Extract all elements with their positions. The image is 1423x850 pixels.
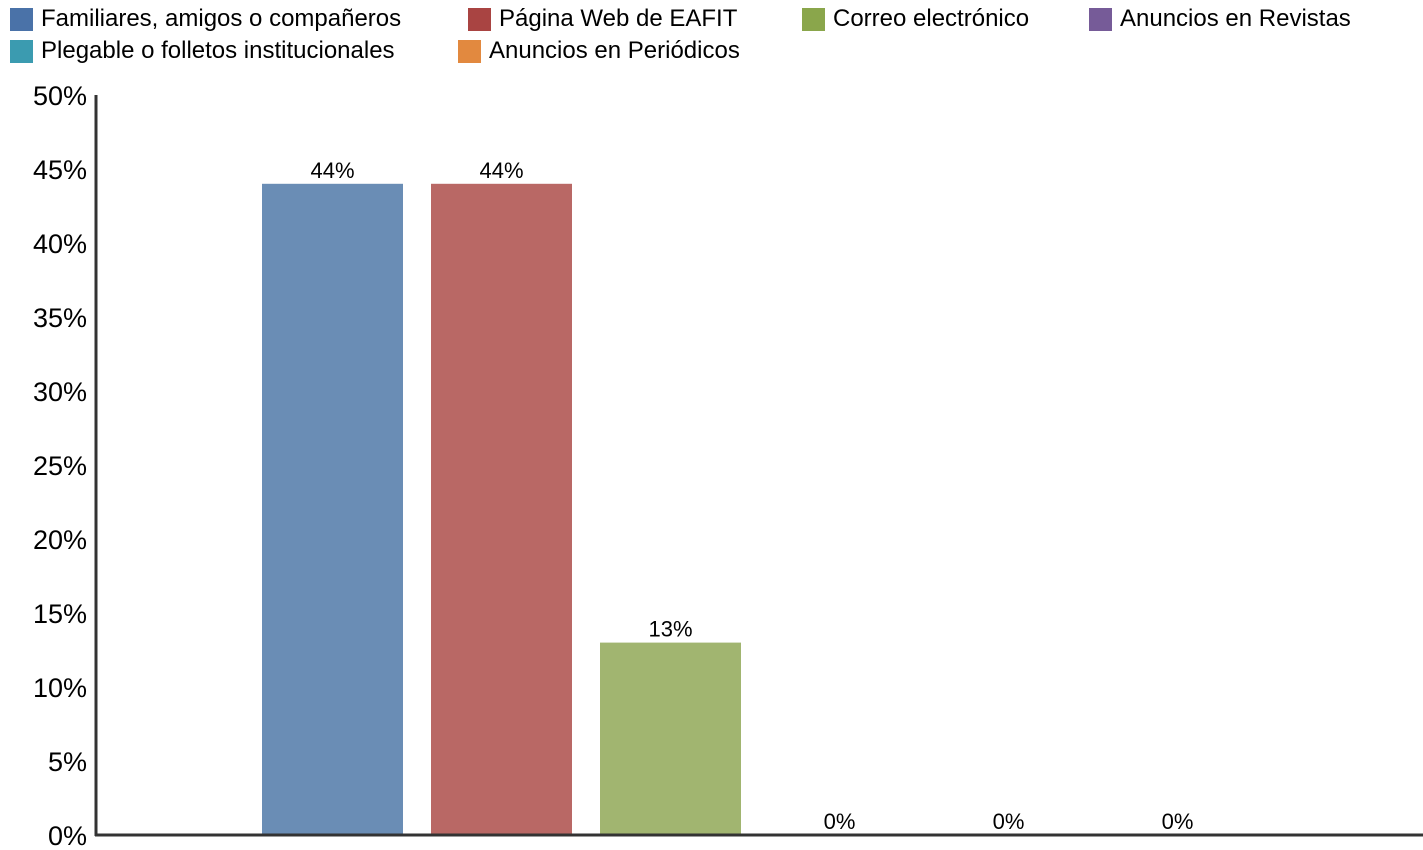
bar-value-label: 44% <box>479 158 523 183</box>
legend-swatch <box>458 39 481 63</box>
data-labels: 44% 44% 13% 0% 0% 0% <box>310 158 1193 834</box>
bar-value-label: 13% <box>648 617 692 642</box>
y-tick-label: 50% <box>33 81 87 111</box>
legend-swatch <box>10 7 33 31</box>
bar-value-label: 0% <box>1162 809 1194 834</box>
y-tick-label: 5% <box>48 747 87 777</box>
y-tick-label: 10% <box>33 673 87 703</box>
legend-item-familiares: Familiares, amigos o compañeros <box>10 6 401 32</box>
y-tick-label: 15% <box>33 599 87 629</box>
legend-label: Anuncios en Periódicos <box>489 37 740 64</box>
bar-value-label: 44% <box>310 158 354 183</box>
bar <box>431 183 572 836</box>
bar-value-label: 0% <box>824 809 856 834</box>
chart-legend: Familiares, amigos o compañeros Página W… <box>0 0 1423 70</box>
y-tick-label: 40% <box>33 229 87 259</box>
legend-item-pagina-web: Página Web de EAFIT <box>468 6 737 32</box>
bar <box>600 642 741 835</box>
y-tick-label: 20% <box>33 525 87 555</box>
legend-item-correo: Correo electrónico <box>802 6 1029 32</box>
y-tick-label: 45% <box>33 155 87 185</box>
legend-swatch <box>802 7 825 31</box>
y-tick-label: 35% <box>33 303 87 333</box>
legend-label: Familiares, amigos o compañeros <box>41 5 402 32</box>
y-tick-label: 25% <box>33 451 87 481</box>
legend-label: Página Web de EAFIT <box>499 5 738 32</box>
legend-swatch <box>1089 7 1112 31</box>
legend-label: Plegable o folletos institucionales <box>41 37 395 64</box>
legend-item-periodicos: Anuncios en Periódicos <box>458 38 740 64</box>
y-tick-label: 0% <box>48 821 87 850</box>
legend-label: Anuncios en Revistas <box>1120 5 1351 32</box>
bar <box>262 183 403 836</box>
bars <box>262 183 741 836</box>
legend-swatch <box>10 39 33 63</box>
y-tick-label: 30% <box>33 377 87 407</box>
bar-value-label: 0% <box>993 809 1025 834</box>
legend-item-plegable: Plegable o folletos institucionales <box>10 38 395 64</box>
legend-item-revistas: Anuncios en Revistas <box>1089 6 1351 32</box>
legend-swatch <box>468 7 491 31</box>
y-axis-ticks: 0% 5% 10% 15% 20% 25% 30% 35% 40% 45% 50% <box>33 81 87 850</box>
legend-label: Correo electrónico <box>833 5 1030 32</box>
